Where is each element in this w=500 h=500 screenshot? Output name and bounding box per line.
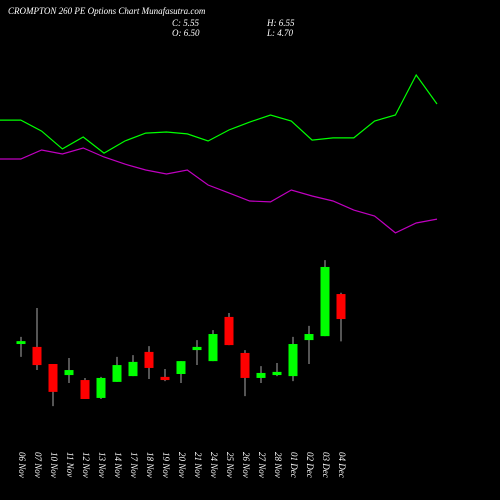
candle-body <box>32 346 42 366</box>
candle-body <box>240 352 250 378</box>
x-tick-label: 10 Nov <box>49 452 59 478</box>
x-tick-label: 03 Dec <box>321 452 331 478</box>
x-tick-label: 21 Nov <box>193 452 203 478</box>
candle-body <box>176 361 186 375</box>
x-tick-label: 19 Nov <box>161 452 171 478</box>
indicator-line <box>0 147 438 234</box>
candle-body <box>320 266 330 337</box>
candle-body <box>80 380 90 399</box>
candle-body <box>64 370 74 376</box>
header-open: O: 6.50 <box>172 28 200 38</box>
x-tick-label: 18 Nov <box>145 452 155 478</box>
header-close: C: 5.55 <box>172 18 200 28</box>
chart-title: CROMPTON 260 PE Options Chart Munafasutr… <box>8 6 206 16</box>
x-tick-label: 17 Nov <box>129 452 139 478</box>
candle-body <box>256 372 266 378</box>
x-tick-label: 27 Nov <box>257 452 267 478</box>
candle-body <box>160 376 170 381</box>
x-tick-label: 12 Nov <box>81 452 91 478</box>
x-tick-label: 24 Nov <box>209 452 219 478</box>
indicator-line <box>0 73 438 154</box>
candle-body <box>208 334 218 362</box>
candle-body <box>128 361 138 377</box>
candle-body <box>112 365 122 382</box>
x-tick-label: 25 Nov <box>225 452 235 478</box>
candle-body <box>96 377 106 398</box>
x-tick-label: 02 Dec <box>305 452 315 478</box>
candle-body <box>224 316 234 346</box>
candle-body <box>16 341 26 345</box>
x-tick-label: 26 Nov <box>241 452 251 478</box>
header-high: H: 6.55 <box>266 18 295 28</box>
header-low: L: 4.70 <box>266 28 294 38</box>
x-tick-label: 04 Dec <box>337 452 347 478</box>
x-tick-label: 14 Nov <box>113 452 123 478</box>
candle-body <box>144 351 154 368</box>
candle-body <box>272 371 282 376</box>
candle-body <box>288 344 298 377</box>
x-tick-label: 13 Nov <box>97 452 107 478</box>
candle-body <box>48 364 58 392</box>
candle-body <box>304 334 314 341</box>
x-tick-label: 01 Dec <box>289 452 299 478</box>
x-tick-label: 28 Nov <box>273 452 283 478</box>
candle-body <box>192 346 202 351</box>
x-tick-label: 07 Nov <box>33 452 43 478</box>
x-tick-label: 06 Nov <box>17 452 27 478</box>
x-tick-label: 11 Nov <box>65 452 75 477</box>
x-tick-label: 20 Nov <box>177 452 187 478</box>
candle-body <box>336 294 346 320</box>
